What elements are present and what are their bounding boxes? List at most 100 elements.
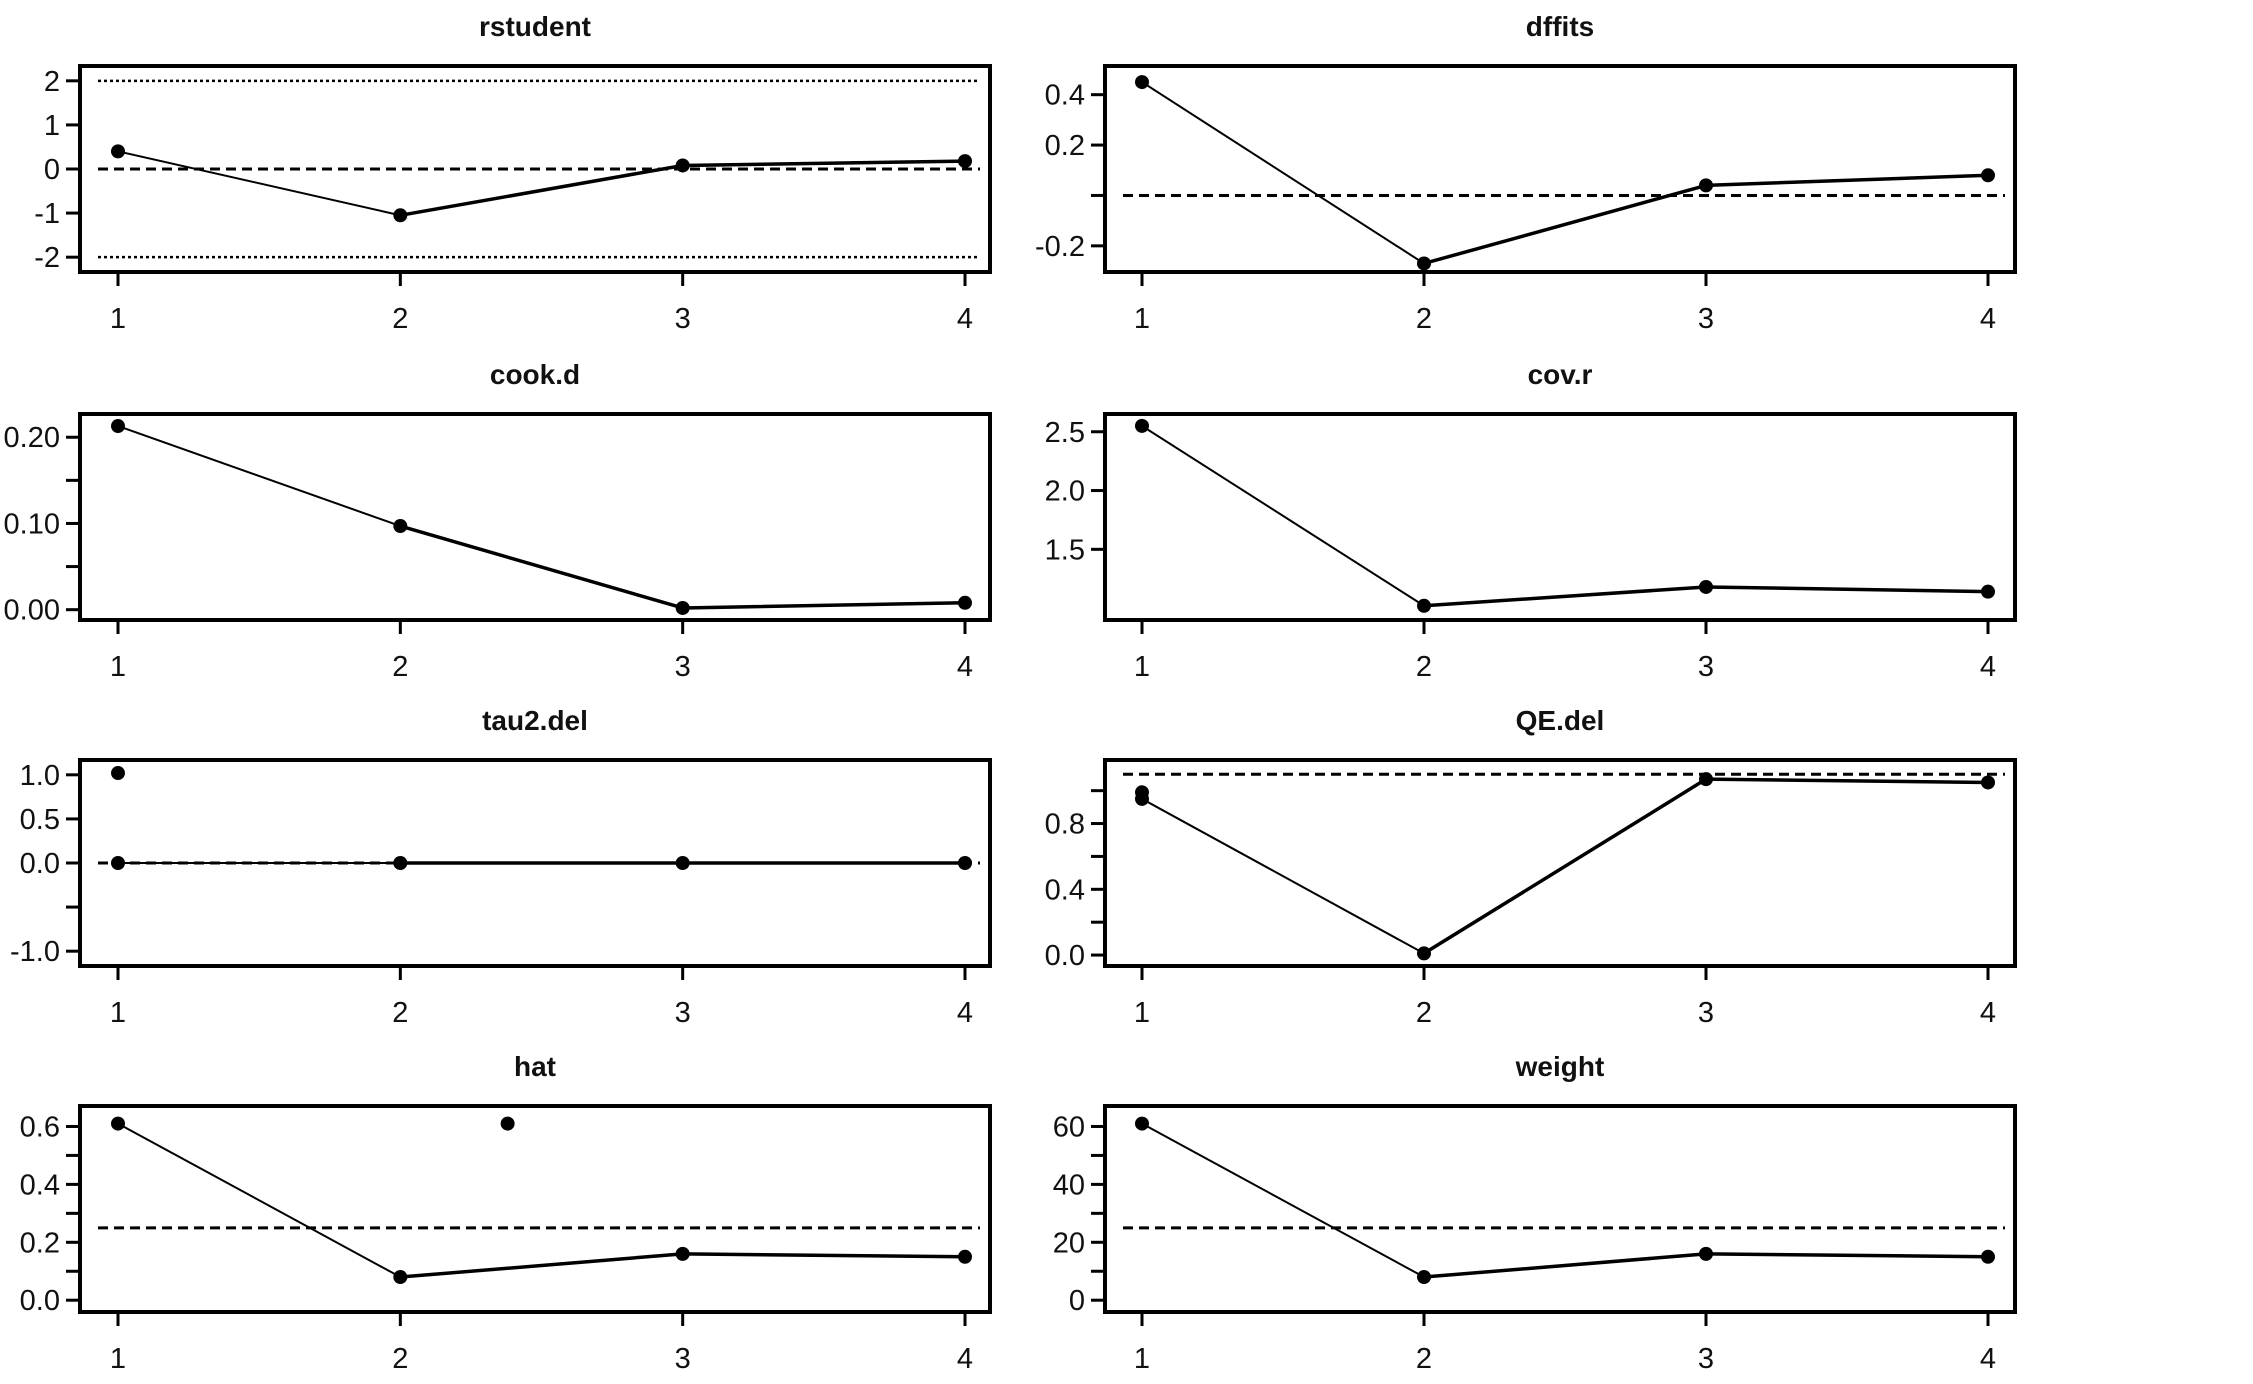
y-tick-label: 0.0 xyxy=(20,1285,60,1317)
x-tick-label: 1 xyxy=(1134,997,1150,1029)
data-point xyxy=(1417,598,1431,613)
y-tick-label: 0.0 xyxy=(1045,940,1085,972)
x-tick-label: 2 xyxy=(392,1343,408,1375)
series-segment xyxy=(398,524,685,610)
y-tick-label: 0.10 xyxy=(4,508,60,540)
x-tick-label: 4 xyxy=(1980,303,1996,335)
series-segment xyxy=(1704,173,1990,188)
x-tick-label: 4 xyxy=(1980,997,1996,1029)
y-tick-label: 40 xyxy=(1053,1169,1085,1201)
series-segment xyxy=(1141,81,1425,265)
data-point xyxy=(675,856,690,870)
data-point xyxy=(958,1249,972,1264)
data-point xyxy=(111,144,125,159)
data-point xyxy=(1981,168,1995,183)
y-tick-label: 0.4 xyxy=(20,1169,60,1201)
data-point xyxy=(1417,256,1431,271)
data-point xyxy=(111,1116,125,1131)
y-tick-label: 0.2 xyxy=(1045,130,1085,162)
x-tick-label: 3 xyxy=(1698,651,1714,683)
series-segment xyxy=(1141,424,1425,607)
panel-weight: weight 60 40 20 0 1 2 3 4 xyxy=(1053,1051,2017,1375)
y-tick-label: 2 xyxy=(44,66,60,98)
panel-QE-del: QE.del 0.8 0.4 0.0 1 2 3 4 xyxy=(1045,705,2017,1029)
series-segment xyxy=(680,1252,967,1259)
y-tick-label: 0.2 xyxy=(20,1227,60,1259)
panel-cov-r: cov.r 2.5 2.0 1.5 1 2 3 4 xyxy=(1045,359,2017,683)
x-tick-label: 1 xyxy=(110,997,126,1029)
panel-title: cook.d xyxy=(490,359,580,390)
y-tick-label: 0.4 xyxy=(1045,80,1085,112)
y-tick-label: -2 xyxy=(34,242,60,274)
data-point xyxy=(1981,1249,1995,1264)
series-segment xyxy=(1704,585,1990,594)
x-tick-label: 3 xyxy=(675,1343,691,1375)
plot-frame xyxy=(1103,412,2017,622)
x-tick-label: 1 xyxy=(110,651,126,683)
x-tick-label: 3 xyxy=(675,997,691,1029)
series-segment xyxy=(1422,777,1708,956)
data-point xyxy=(1135,1116,1149,1131)
y-tick-label: 1 xyxy=(44,110,60,142)
panel-title: rstudent xyxy=(479,11,591,42)
panel-title: QE.del xyxy=(1516,705,1605,736)
data-point xyxy=(393,519,408,534)
data-point xyxy=(1417,1270,1431,1285)
x-tick-label: 1 xyxy=(1134,1343,1150,1375)
series-segment xyxy=(1704,1252,1990,1259)
data-point xyxy=(958,154,972,169)
x-tick-label: 4 xyxy=(957,303,973,335)
x-tick-label: 3 xyxy=(675,651,691,683)
data-point xyxy=(393,1270,408,1285)
x-tick-label: 2 xyxy=(392,303,408,335)
y-tick-label: 0.5 xyxy=(20,804,60,836)
series-segment xyxy=(117,425,402,528)
y-tick-label: -1 xyxy=(34,198,60,230)
x-tick-label: 4 xyxy=(957,997,973,1029)
series-segment xyxy=(1422,183,1708,266)
y-tick-label: 0.00 xyxy=(4,595,60,627)
data-point xyxy=(393,856,408,870)
x-tick-label: 2 xyxy=(1416,997,1432,1029)
data-point xyxy=(393,208,408,223)
data-point xyxy=(1699,1246,1713,1261)
extra-data-point xyxy=(500,1116,515,1131)
extra-data-point xyxy=(1135,785,1149,800)
series-segment xyxy=(1704,777,1990,785)
series-segment xyxy=(117,1122,402,1279)
data-point xyxy=(1135,75,1149,90)
y-tick-label: 0.0 xyxy=(20,848,60,880)
x-tick-label: 4 xyxy=(957,651,973,683)
data-point xyxy=(1981,775,1995,790)
plot-frame xyxy=(1103,1104,2017,1314)
panel-title: tau2.del xyxy=(482,705,588,736)
x-tick-label: 2 xyxy=(392,651,408,683)
y-tick-label: 1.5 xyxy=(1045,534,1085,566)
y-tick-label: 0 xyxy=(1069,1285,1085,1317)
data-point xyxy=(111,856,125,870)
y-tick-label: 0.8 xyxy=(1045,809,1085,841)
y-tick-label: 20 xyxy=(1053,1227,1085,1259)
series-segment xyxy=(398,1252,685,1279)
y-tick-label: 1.0 xyxy=(20,760,60,792)
x-tick-label: 4 xyxy=(1980,1343,1996,1375)
y-tick-label: 0 xyxy=(44,154,60,186)
x-tick-label: 1 xyxy=(1134,303,1150,335)
x-tick-label: 3 xyxy=(1698,1343,1714,1375)
plot-frame xyxy=(1103,64,2017,274)
panel-title: hat xyxy=(514,1051,556,1082)
y-tick-label: -1.0 xyxy=(10,936,60,968)
x-tick-label: 3 xyxy=(675,303,691,335)
series-segment xyxy=(680,601,967,610)
data-point xyxy=(675,600,690,615)
series-segment xyxy=(1141,797,1425,955)
x-tick-label: 1 xyxy=(110,1343,126,1375)
series-segment xyxy=(680,159,967,168)
plot-frame xyxy=(78,1104,992,1314)
panel-rstudent: rstudent 2 1 0 -1 -2 1 2 3 4 xyxy=(34,11,992,335)
x-tick-label: 2 xyxy=(1416,303,1432,335)
panel-title: weight xyxy=(1515,1051,1605,1082)
x-tick-label: 3 xyxy=(1698,303,1714,335)
panel-title: dffits xyxy=(1526,11,1594,42)
x-tick-label: 1 xyxy=(110,303,126,335)
